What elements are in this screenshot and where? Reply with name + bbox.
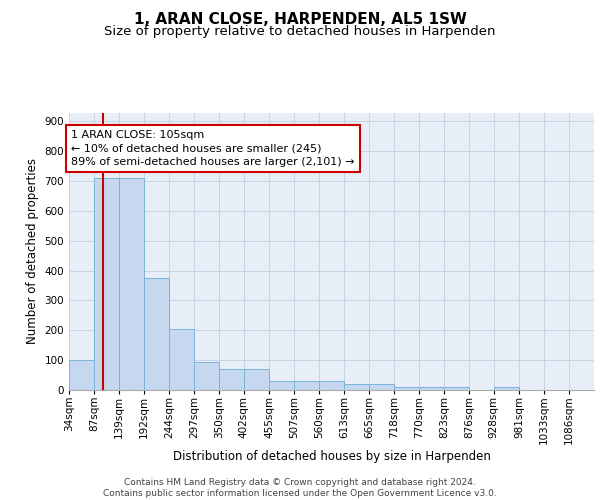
Text: Contains HM Land Registry data © Crown copyright and database right 2024.
Contai: Contains HM Land Registry data © Crown c… (103, 478, 497, 498)
Bar (119, 178, 144, 390)
Text: 1 ARAN CLOSE: 105sqm
← 10% of detached houses are smaller (245)
89% of semi-deta: 1 ARAN CLOSE: 105sqm ← 10% of detached h… (71, 130, 355, 167)
Bar (144, 278, 169, 390)
Y-axis label: Number of detached properties: Number of detached properties (26, 158, 39, 344)
Bar (194, 362, 219, 390)
X-axis label: Distribution of detached houses by size in Harpenden: Distribution of detached houses by size … (173, 450, 490, 462)
Bar (319, 381, 344, 390)
Bar (244, 368, 269, 390)
Bar (394, 387, 419, 390)
Bar (69, 360, 94, 390)
Bar (419, 387, 444, 390)
Bar (444, 387, 469, 390)
Bar (344, 384, 369, 390)
Text: 1, ARAN CLOSE, HARPENDEN, AL5 1SW: 1, ARAN CLOSE, HARPENDEN, AL5 1SW (134, 12, 466, 28)
Text: Size of property relative to detached houses in Harpenden: Size of property relative to detached ho… (104, 25, 496, 38)
Bar (169, 329, 194, 390)
Bar (369, 384, 394, 390)
Bar (219, 368, 244, 390)
Bar (294, 381, 319, 390)
Bar (94, 178, 119, 390)
Bar (269, 381, 294, 390)
Bar (494, 387, 519, 390)
